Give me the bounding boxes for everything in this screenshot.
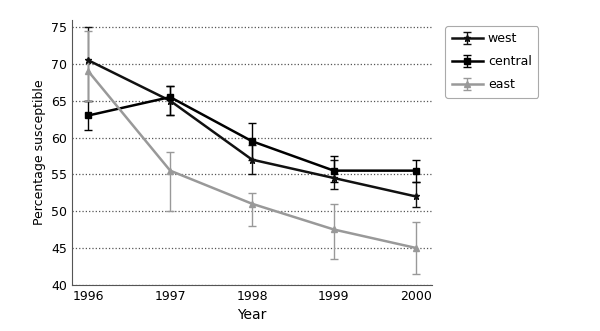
Legend: west, central, east: west, central, east	[445, 26, 538, 98]
Y-axis label: Percentage susceptible: Percentage susceptible	[32, 79, 46, 225]
X-axis label: Year: Year	[238, 308, 266, 322]
